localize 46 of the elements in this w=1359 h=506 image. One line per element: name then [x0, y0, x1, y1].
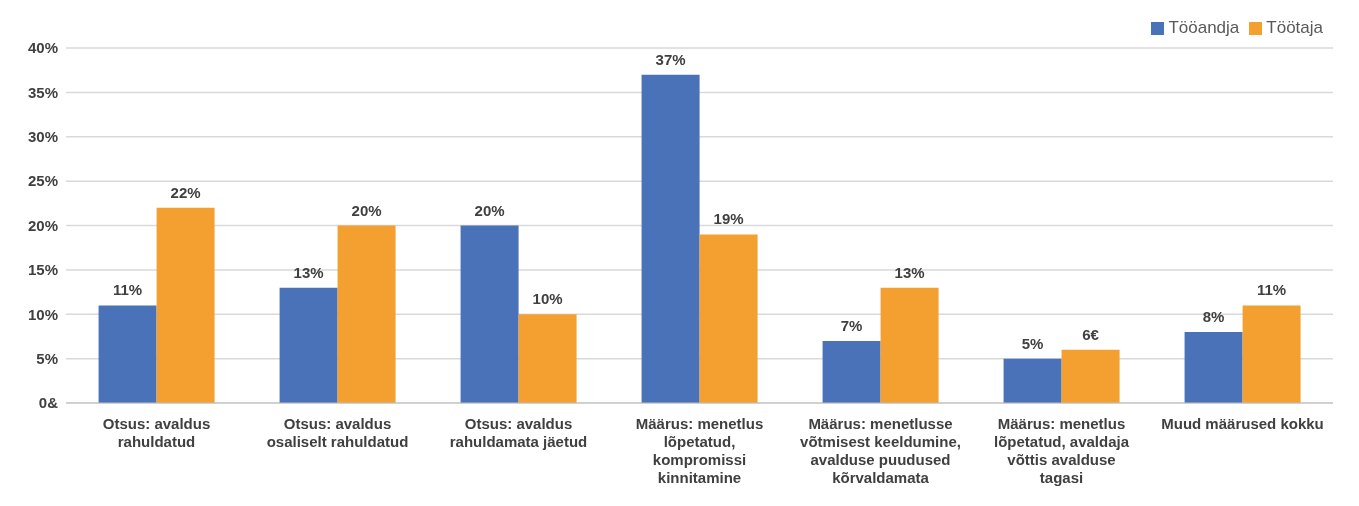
- y-tick-label: 20%: [27, 216, 58, 234]
- bar: [1242, 305, 1301, 403]
- data-label: 20%: [474, 201, 505, 219]
- x-tick-label: Otsus: avaldus osaliselt rahuldatud: [266, 415, 409, 450]
- y-tick-label: 10%: [27, 305, 58, 323]
- bar: [822, 340, 881, 403]
- bar: [279, 287, 338, 403]
- data-label: 7%: [840, 316, 863, 334]
- bar: [337, 225, 396, 403]
- data-label: 5%: [1021, 334, 1044, 352]
- data-label: 22%: [170, 183, 201, 201]
- data-label: 8%: [1202, 308, 1225, 325]
- x-tick-label: Muud määrused kokku: [1161, 415, 1324, 432]
- data-label: 6€: [1082, 325, 1100, 343]
- x-tick-label: Määrus: menetlus lõpetatud, kompromissi kinnitamine: [635, 415, 764, 486]
- data-label: 13%: [293, 263, 324, 281]
- y-tick-label: 25%: [27, 172, 58, 190]
- bar: [1003, 358, 1062, 403]
- x-tick-label: Otsus: avaldus rahuldamata jäetud: [449, 415, 588, 450]
- bar: [641, 74, 700, 403]
- y-tick-label: 30%: [27, 128, 58, 146]
- bar: [1184, 332, 1243, 403]
- bar: [460, 225, 519, 403]
- bar: [1061, 349, 1120, 403]
- bar: [699, 234, 758, 403]
- bar: [880, 287, 939, 403]
- bar: [518, 314, 577, 403]
- legend-label: Töötaja: [1266, 18, 1323, 37]
- x-tick-label: Määrus: menetlus lõpetatud, avaldaja võttis avalduse tagasi: [993, 415, 1130, 486]
- bar: [156, 207, 215, 403]
- y-tick-label: 40%: [27, 39, 58, 57]
- data-label: 19%: [713, 210, 744, 228]
- legend-label: Tööandja: [1168, 18, 1240, 37]
- data-label: 13%: [894, 263, 925, 281]
- data-label: 10%: [532, 290, 563, 308]
- bar: [98, 305, 157, 403]
- data-label: 20%: [351, 201, 382, 219]
- y-tick-label: 5%: [36, 349, 58, 367]
- data-label: 11%: [1256, 281, 1287, 299]
- data-label: 11%: [112, 281, 143, 299]
- x-tick-label: Otsus: avaldus rahuldatud: [102, 415, 211, 450]
- y-tick-label: 0&: [38, 394, 59, 412]
- y-tick-label: 15%: [27, 261, 58, 279]
- y-tick-label: 35%: [27, 83, 58, 101]
- x-tick-label: Määrus: menetlusse võtmisest keeldumine, avalduse puudused kõrvaldamata: [800, 415, 961, 486]
- data-label: 37%: [655, 50, 686, 68]
